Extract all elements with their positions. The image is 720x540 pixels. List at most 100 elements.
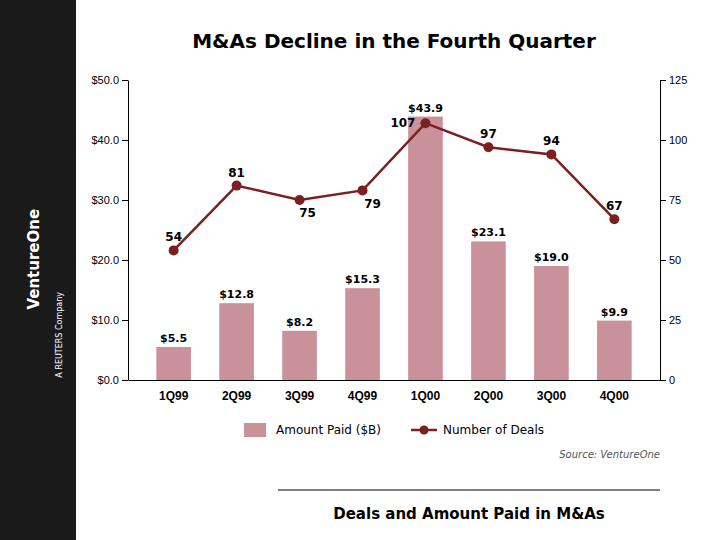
data-label: $9.9	[601, 306, 628, 319]
tick-mark	[660, 80, 666, 81]
tick-label: 3Q00	[537, 389, 567, 403]
tick: $50.0	[91, 74, 128, 86]
tick-mark	[122, 320, 128, 321]
subtitle: Deals and Amount Paid in M&As	[333, 505, 605, 523]
tick: $20.0	[91, 254, 128, 266]
tick: 4Q00	[600, 389, 630, 403]
x-axis: 1Q99 2Q99 3Q99 4Q99 1Q00 2Q00 3Q00 4Q00	[129, 381, 661, 403]
tick-mark	[122, 80, 128, 81]
legend-swatch	[420, 426, 429, 435]
marker	[483, 142, 493, 152]
tick-label: $0.0	[98, 374, 119, 386]
tick-label: $40.0	[91, 134, 119, 146]
tick-mark	[660, 200, 666, 201]
tick: $0.0	[98, 374, 128, 386]
legend-label: Number of Deals	[443, 423, 544, 437]
tick: 100	[660, 134, 687, 146]
tick: 3Q00	[537, 389, 567, 403]
data-label: 107	[390, 116, 415, 130]
legend-label: Amount Paid ($B)	[276, 423, 381, 437]
legend-swatch	[244, 423, 266, 437]
bar	[219, 303, 254, 380]
data-label: $23.1	[471, 226, 506, 239]
data-label: $43.9	[408, 102, 443, 115]
bar	[345, 288, 380, 380]
data-label: $12.8	[219, 288, 254, 301]
legend-item: Number of Deals	[411, 423, 544, 437]
tick: 2Q00	[474, 389, 504, 403]
axis-line	[129, 380, 661, 381]
tick: 2Q99	[222, 389, 252, 403]
marker	[609, 214, 619, 224]
data-label: 81	[228, 166, 245, 180]
marker	[546, 149, 556, 159]
tick-mark	[660, 140, 666, 141]
y-axis: $0.0 $10.0 $20.0 $30.0 $40.0 $50.0	[91, 74, 128, 386]
data-label: $19.0	[534, 251, 569, 264]
data-label: $8.2	[286, 316, 313, 329]
brand: VentureOne	[25, 209, 43, 310]
y2-axis: 0 25 50 75 100 125	[660, 74, 687, 386]
tick-label: 0	[669, 374, 675, 386]
data-label: 79	[364, 197, 381, 211]
chart: VentureOneA REUTERS CompanyM&As Decline …	[0, 0, 720, 540]
tick: 1Q99	[159, 389, 189, 403]
legend-item: Amount Paid ($B)	[244, 423, 381, 438]
data-label: $15.3	[345, 273, 380, 286]
tick-label: 4Q99	[348, 389, 378, 403]
tick: $30.0	[91, 194, 128, 206]
tick-label: 25	[669, 314, 681, 326]
tick-mark	[660, 320, 666, 321]
tick-mark	[122, 140, 128, 141]
bar	[534, 266, 569, 380]
data-label: 54	[165, 230, 182, 244]
data-label: $5.5	[160, 332, 187, 345]
tick: $10.0	[91, 314, 128, 326]
data-labels: $5.5 $12.8 $8.2 $15.3 $43.9 $23.1 $19.0 $9.9 54 8…	[160, 102, 628, 345]
tick: 1Q00	[411, 389, 441, 403]
marker	[420, 118, 430, 128]
marker	[169, 245, 179, 255]
tick-mark	[660, 260, 666, 261]
bar	[408, 117, 443, 380]
tick-label: $10.0	[91, 314, 119, 326]
marker	[295, 195, 305, 205]
tick-label: 4Q00	[600, 389, 630, 403]
bar	[471, 241, 506, 380]
plot: $5.5 $12.8 $8.2 $15.3 $43.9 $23.1 $19.0 $9.9 54 8…	[91, 74, 687, 403]
source: Source: VentureOne	[559, 449, 660, 460]
tick: 0	[660, 374, 675, 386]
tick-label: $20.0	[91, 254, 119, 266]
tick-label: 50	[669, 254, 681, 266]
marks	[156, 117, 631, 380]
tick-label: 1Q99	[159, 389, 189, 403]
tick-label: 3Q99	[285, 389, 315, 403]
line	[174, 123, 615, 250]
marker	[232, 181, 242, 191]
tick: 3Q99	[285, 389, 315, 403]
side-panel	[0, 0, 76, 540]
tick: 125	[660, 74, 687, 86]
axis-line	[660, 81, 661, 381]
data-label: 97	[480, 127, 497, 141]
tick-label: 125	[669, 74, 687, 86]
data-label: 94	[543, 134, 560, 148]
tick: 25	[660, 314, 681, 326]
bar	[156, 347, 191, 380]
marker	[358, 185, 368, 195]
legend: Amount Paid ($B) Number of Deals	[244, 423, 544, 438]
tick: 75	[660, 194, 681, 206]
tick-label: 2Q00	[474, 389, 504, 403]
tick: 50	[660, 254, 681, 266]
tick: $40.0	[91, 134, 128, 146]
axis-line	[128, 81, 129, 381]
tick-label: 1Q00	[411, 389, 441, 403]
tick-label: 100	[669, 134, 687, 146]
data-label: 67	[606, 199, 623, 213]
title: M&As Decline in the Fourth Quarter	[192, 29, 596, 53]
tick-mark	[122, 260, 128, 261]
rule	[278, 490, 660, 491]
tick: 4Q99	[348, 389, 378, 403]
data-label: 75	[299, 206, 316, 220]
tick-label: 2Q99	[222, 389, 252, 403]
